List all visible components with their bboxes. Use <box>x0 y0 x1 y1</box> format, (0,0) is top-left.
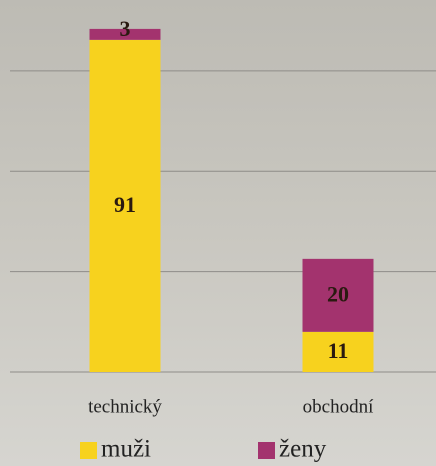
bar-segment <box>89 28 161 40</box>
legend-label: ženy <box>279 436 327 463</box>
data-label: 11 <box>328 338 349 363</box>
data-label: 3 <box>120 16 131 41</box>
legend-swatch <box>258 442 275 459</box>
bar-segment <box>89 39 161 372</box>
x-tick-label: technický <box>88 396 162 417</box>
legend-swatch <box>80 442 97 459</box>
data-label: 91 <box>114 192 136 217</box>
x-tick-label: obchodní <box>303 396 374 417</box>
bar-segment <box>302 331 374 372</box>
data-label: 20 <box>327 281 349 306</box>
legend-label: muži <box>101 436 151 463</box>
bar-segment <box>302 258 374 332</box>
